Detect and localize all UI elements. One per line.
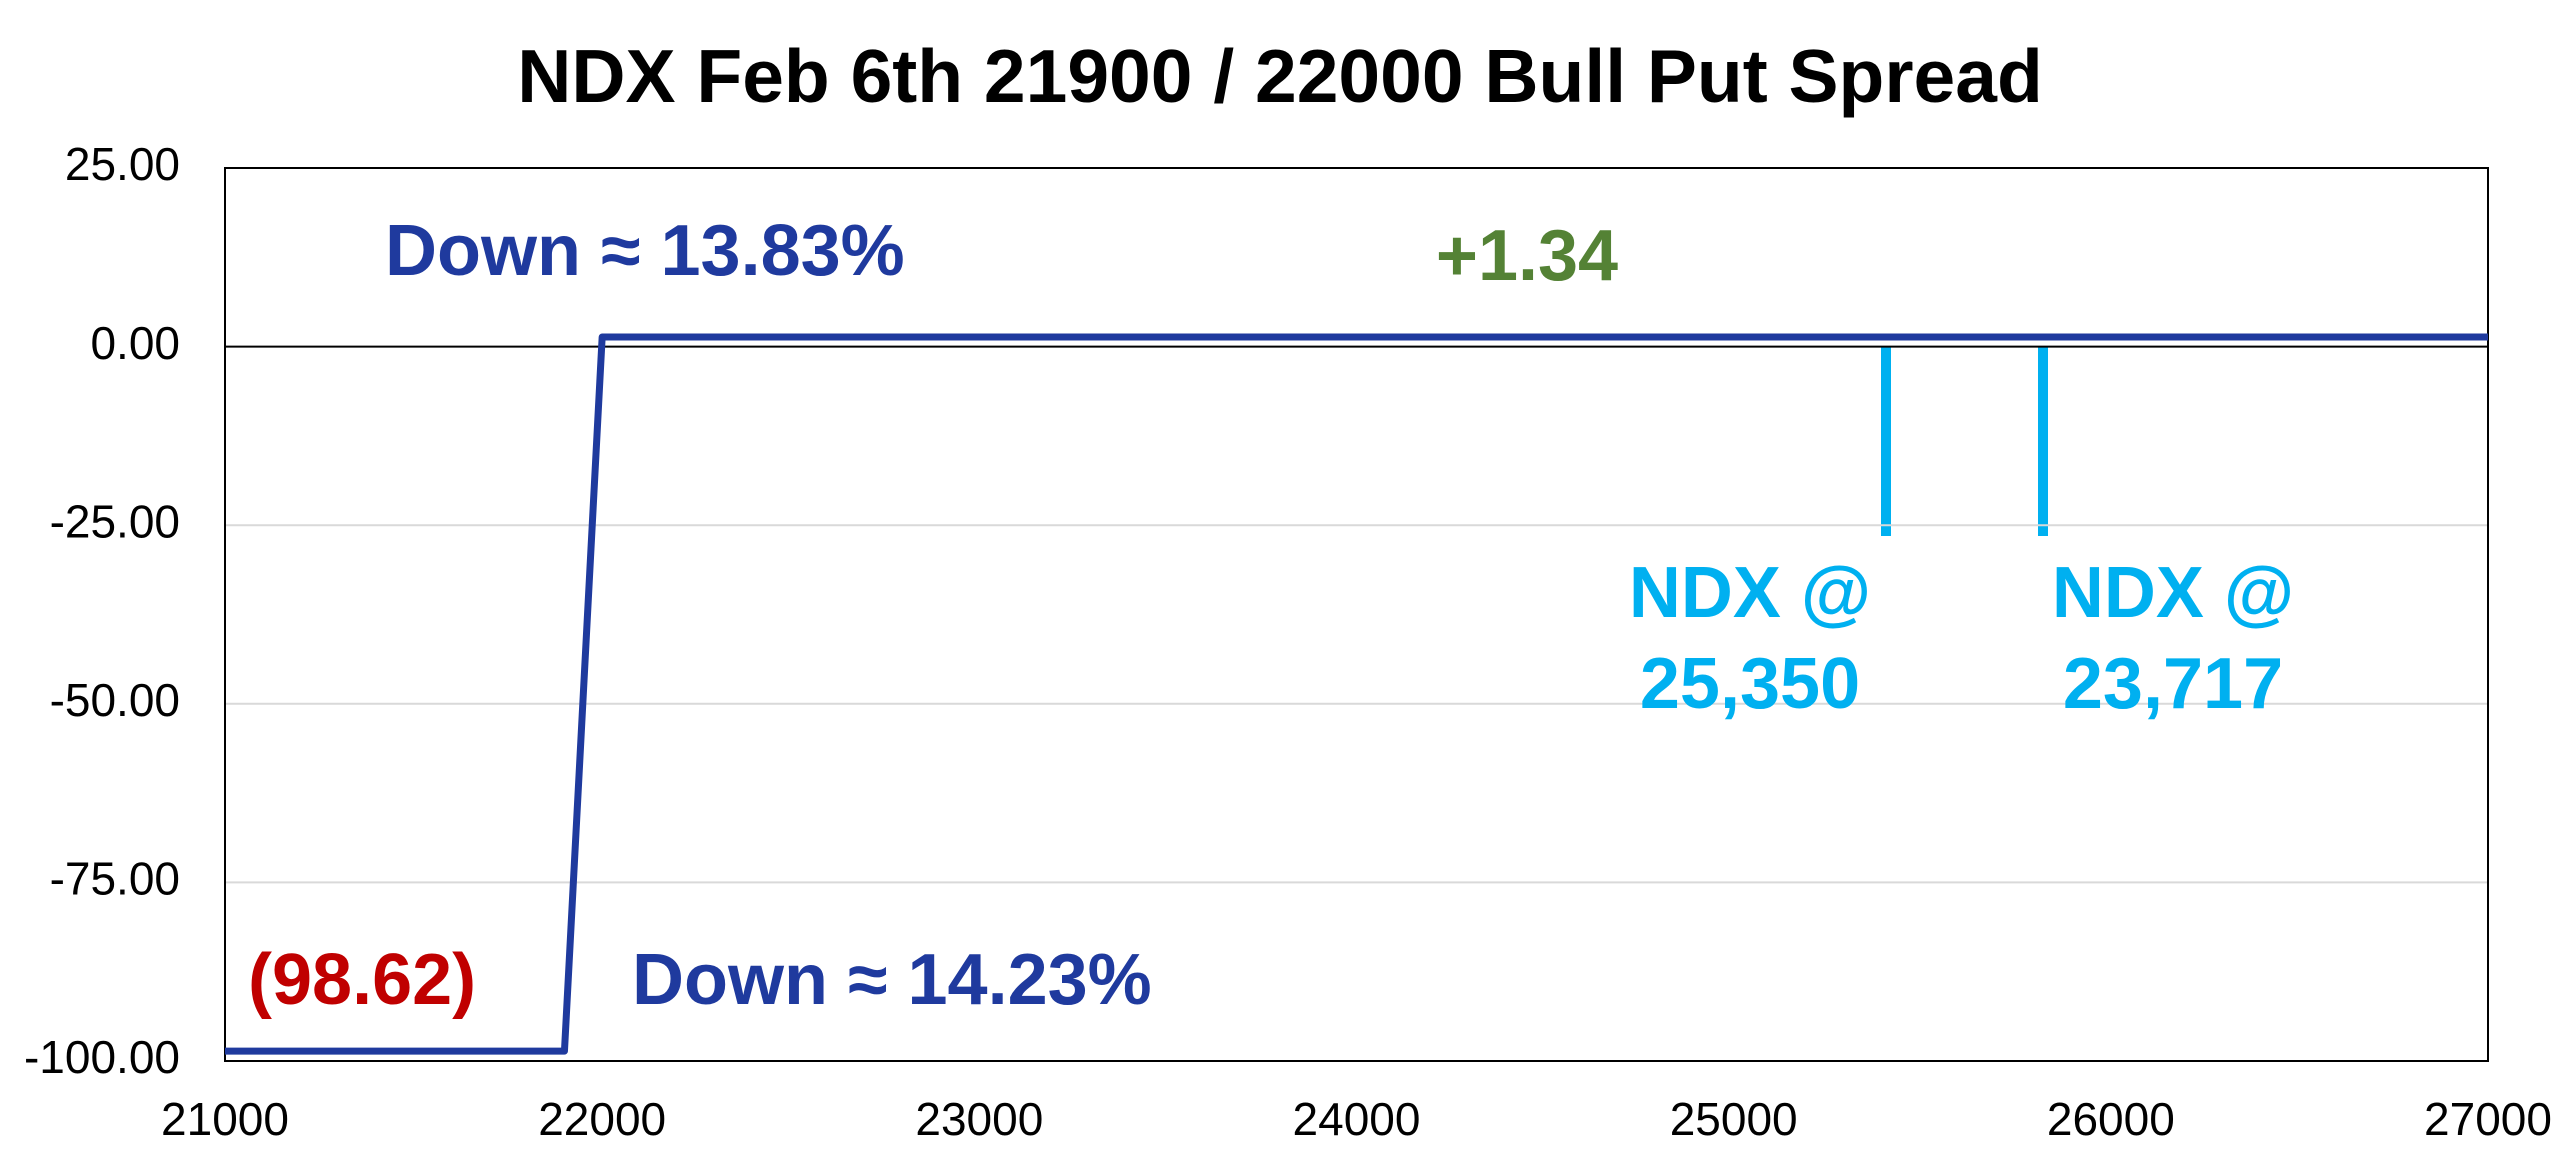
y-tick-label: 25.00 bbox=[65, 138, 180, 190]
chart-title: NDX Feb 6th 21900 / 22000 Bull Put Sprea… bbox=[517, 34, 2043, 118]
y-tick-label: -75.00 bbox=[50, 853, 180, 905]
annotation: NDX @ bbox=[1629, 553, 1871, 633]
y-tick-label: -50.00 bbox=[50, 674, 180, 726]
x-tick-label: 27000 bbox=[2424, 1093, 2552, 1145]
annotation: (98.62) bbox=[248, 940, 476, 1020]
y-tick-label: 0.00 bbox=[90, 317, 180, 369]
annotation: NDX @ bbox=[2052, 553, 2294, 633]
y-tick-label: -25.00 bbox=[50, 495, 180, 547]
x-tick-label: 22000 bbox=[538, 1093, 666, 1145]
plot-border bbox=[224, 167, 2489, 1062]
annotation: Down ≈ 14.23% bbox=[632, 940, 1152, 1020]
x-tick-label: 23000 bbox=[915, 1093, 1043, 1145]
y-tick-label: -100.00 bbox=[24, 1031, 180, 1083]
series-line bbox=[225, 333, 2488, 1055]
x-tick-label: 24000 bbox=[1293, 1093, 1421, 1145]
annotation: 25,350 bbox=[1640, 644, 1860, 724]
x-tick-label: 21000 bbox=[161, 1093, 289, 1145]
x-tick-label: 26000 bbox=[2047, 1093, 2175, 1145]
annotation: Down ≈ 13.83% bbox=[385, 211, 905, 291]
annotation: +1.34 bbox=[1436, 216, 1618, 296]
x-tick-label: 25000 bbox=[1670, 1093, 1798, 1145]
annotation: 23,717 bbox=[2063, 644, 2283, 724]
